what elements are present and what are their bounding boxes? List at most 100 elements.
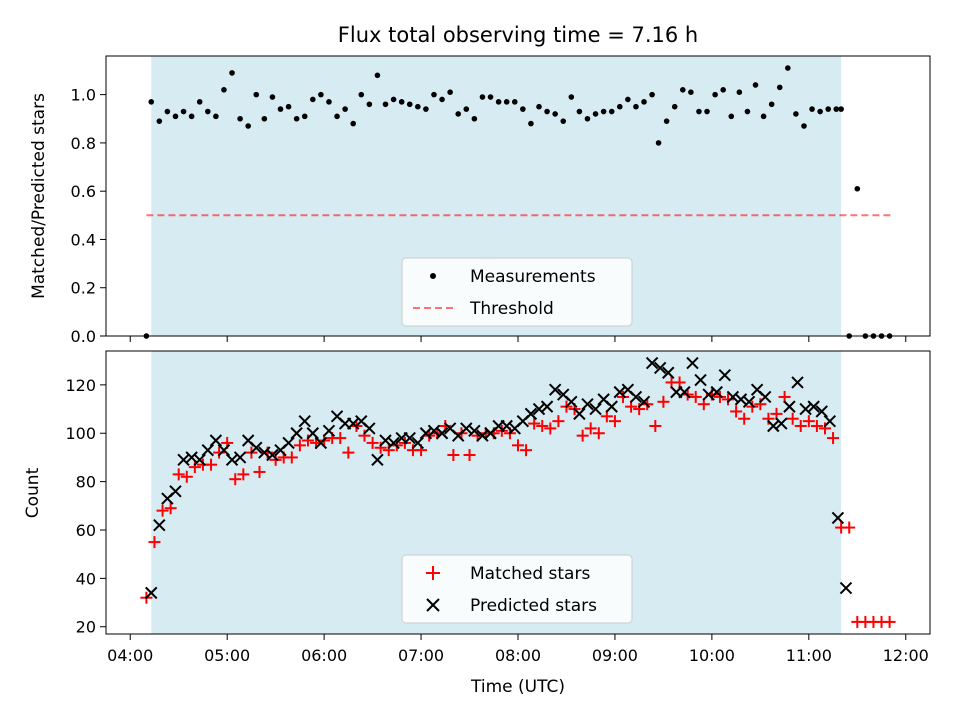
- matched-star-point: [576, 429, 589, 442]
- measurement-point: [680, 86, 686, 93]
- matched-star-point: [657, 395, 670, 408]
- predicted-star-point: [791, 376, 804, 389]
- predicted-star-point: [371, 453, 384, 467]
- ratio-legend-box: [401, 257, 633, 327]
- measurement-point: [423, 106, 429, 112]
- measurement-point: [552, 111, 558, 117]
- measurement-point: [809, 106, 815, 112]
- measurement-point: [576, 108, 583, 115]
- predicted-star-point: [250, 441, 263, 454]
- measurement-point: [350, 120, 357, 127]
- predicted-star-point: [177, 453, 190, 467]
- matched-star-point: [608, 415, 621, 428]
- count-y-tick-label: 20: [76, 618, 96, 637]
- predicted-star-point: [306, 427, 320, 440]
- matched-star-point: [883, 615, 896, 628]
- predicted-star-point: [282, 436, 295, 450]
- predicted-star-point: [823, 414, 837, 428]
- count-y-axis: 20 40 60 80 100 120: [65, 376, 106, 637]
- measurement-point: [390, 96, 397, 103]
- matched-star-point: [584, 422, 597, 435]
- ratio-y-tick-label: 0.2: [71, 279, 96, 298]
- predicted-star-point: [217, 443, 231, 457]
- measurement-point: [156, 118, 163, 124]
- measurement-point: [817, 108, 823, 115]
- predicted-star-point: [581, 398, 594, 411]
- predicted-star-point: [678, 385, 691, 399]
- predicted-star-point: [718, 368, 732, 382]
- predicted-star-point: [710, 385, 723, 399]
- measurement-point: [463, 106, 470, 112]
- x-tick-label: 10:00: [689, 646, 735, 665]
- legend-threshold-label: Threshold: [469, 299, 554, 319]
- measurement-point: [221, 86, 227, 93]
- legend-measurements-label: Measurements: [470, 267, 596, 287]
- legend-predicted-label: Predicted stars: [470, 596, 597, 616]
- count-y-tick-label: 120: [65, 376, 96, 395]
- matched-star-point: [689, 390, 702, 403]
- measurement-point: [744, 108, 751, 115]
- x-tick-label: 04:00: [107, 646, 153, 665]
- ratio-x-axis: [129, 336, 907, 342]
- measurement-point: [245, 123, 251, 129]
- matched-star-point: [754, 398, 767, 411]
- predicted-star-point: [758, 390, 772, 404]
- ratio-legend: Measurements Threshold: [401, 257, 633, 327]
- matched-star-point: [552, 415, 565, 428]
- measurement-point: [608, 108, 615, 115]
- x-tick-label: 09:00: [592, 646, 638, 665]
- measurement-point: [568, 94, 575, 100]
- measurement-point: [180, 108, 187, 115]
- predicted-star-point: [387, 436, 400, 450]
- predicted-star-point: [185, 451, 198, 464]
- count-y-tick-label: 100: [65, 424, 96, 443]
- predicted-star-point: [637, 395, 651, 409]
- matched-star-point: [285, 451, 298, 464]
- matched-star-point: [358, 429, 371, 442]
- predicted-star-point: [589, 402, 602, 416]
- x-tick-label: 11:00: [786, 646, 832, 665]
- matched-star-point: [794, 419, 807, 432]
- predicted-star-point: [815, 405, 828, 418]
- measurement-point: [616, 103, 623, 110]
- count-y-tick-label: 80: [76, 473, 96, 492]
- matched-star-point: [802, 415, 815, 428]
- matched-star-point: [810, 419, 823, 432]
- matched-star-point: [237, 468, 250, 481]
- matched-star-point: [649, 419, 662, 432]
- matched-star-point: [447, 449, 460, 462]
- predicted-star-point: [153, 518, 166, 532]
- measurement-point: [253, 91, 260, 98]
- predicted-star-point: [145, 586, 158, 600]
- predicted-star-point: [201, 443, 214, 457]
- measurement-point: [663, 118, 670, 124]
- predicted-star-point: [411, 436, 425, 450]
- ratio-y-axis: 0.0 0.2 0.4 0.6 0.8 1.0: [71, 86, 106, 346]
- measurement-point: [704, 108, 710, 115]
- measurement-point: [536, 103, 542, 110]
- ratio-y-tick-label: 0.4: [71, 230, 96, 249]
- predicted-star-point: [653, 361, 667, 375]
- predicted-star-point: [379, 434, 392, 447]
- predicted-star-point: [694, 373, 707, 387]
- measurement-point: [728, 113, 735, 120]
- measurement-point: [641, 99, 647, 105]
- measurement-point: [415, 103, 421, 110]
- matched-star-point: [172, 468, 185, 481]
- ratio-y-axis-label: Matched/Predicted stars: [29, 93, 49, 299]
- legend-matched-marker: [426, 566, 440, 580]
- measurement-point: [560, 118, 567, 124]
- matched-star-point: [713, 390, 726, 403]
- matched-star-point: [148, 536, 161, 549]
- matched-star-point: [342, 446, 355, 459]
- matched-star-point: [366, 436, 379, 449]
- measurement-point: [269, 94, 276, 100]
- measurement-point: [301, 113, 308, 120]
- measurement-point: [487, 94, 494, 100]
- measurement-point: [520, 106, 526, 112]
- measurement-point: [213, 113, 219, 120]
- measurement-point: [447, 89, 453, 96]
- measurement-point: [503, 99, 510, 105]
- measurement-point: [406, 101, 413, 108]
- matched-star-point: [786, 412, 799, 425]
